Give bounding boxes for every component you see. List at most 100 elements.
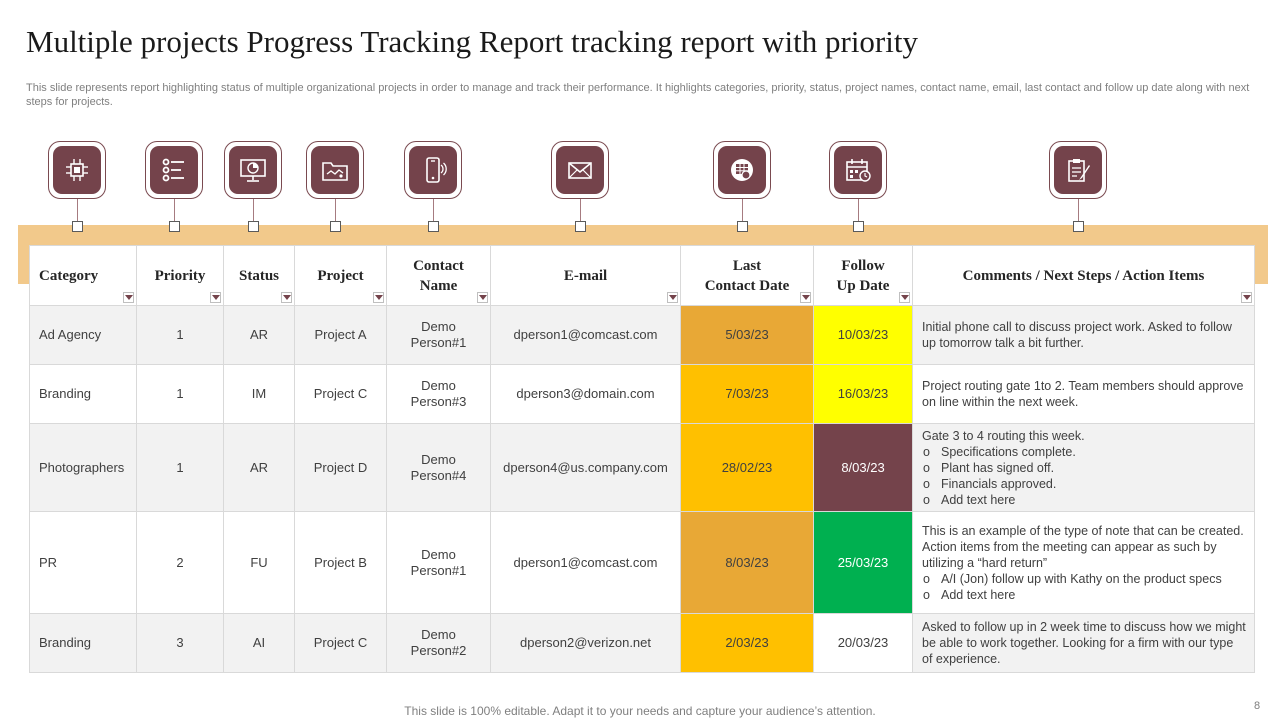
filter-dropdown-icon[interactable]: [123, 292, 134, 303]
connector-marker: [169, 221, 180, 232]
header-email-label: E-mail: [563, 267, 608, 284]
footer-note: This slide is 100% editable. Adapt it to…: [404, 704, 876, 718]
chip-icon: [48, 141, 106, 199]
filter-dropdown-icon[interactable]: [667, 292, 678, 303]
cell-status: IM: [223, 364, 295, 424]
header-contact-line2: Name: [419, 277, 458, 294]
header-follow-line1: Follow: [841, 257, 885, 274]
cell-follow-up-date: 20/03/23: [813, 613, 913, 673]
cell-priority: 1: [136, 423, 224, 512]
filter-dropdown-icon[interactable]: [373, 292, 384, 303]
cell-project: Project B: [294, 511, 387, 614]
sort-filter-icon[interactable]: [210, 292, 221, 303]
connector-marker: [248, 221, 259, 232]
contact-name-line1: Demo: [421, 546, 456, 562]
cell-comment: Gate 3 to 4 routing this week. Specifica…: [912, 423, 1255, 512]
connector-line: [580, 199, 581, 221]
cell-last-contact-date: 7/03/23: [680, 364, 814, 424]
connector-marker: [737, 221, 748, 232]
header-comments-label: Comments / Next Steps / Action Items: [962, 267, 1205, 284]
cell-email: dperson4@us.company.com: [490, 423, 681, 512]
connector-marker: [1073, 221, 1084, 232]
contact-name-line2: Person#3: [410, 394, 467, 409]
comment-bullet: Specifications complete.: [922, 444, 1246, 460]
comment-bullet: Add text here: [922, 492, 1246, 508]
cell-status: FU: [223, 511, 295, 614]
cell-category: Branding: [29, 613, 137, 673]
header-last-line2: Contact Date: [704, 277, 790, 294]
header-email: E-mail: [490, 245, 681, 306]
project-tracking-table: Category Priority Status Project Contact…: [29, 245, 1255, 673]
cell-follow-up-date: 10/03/23: [813, 305, 913, 365]
cell-email: dperson3@domain.com: [490, 364, 681, 424]
cell-email: dperson1@comcast.com: [490, 305, 681, 365]
connector-marker: [853, 221, 864, 232]
contact-name-line2: Person#2: [410, 643, 467, 658]
cell-last-contact-date: 5/03/23: [680, 305, 814, 365]
cell-contact-name: Demo Person#1: [386, 511, 491, 614]
header-category-label: Category: [39, 267, 99, 284]
phone-icon: [404, 141, 462, 199]
cell-project: Project D: [294, 423, 387, 512]
cell-priority: 1: [136, 364, 224, 424]
comment-text: Gate 3 to 4 routing this week.: [922, 428, 1085, 443]
page-subtitle: This slide represents report highlightin…: [26, 82, 1250, 108]
header-project: Project: [294, 245, 387, 306]
table-header-row: Category Priority Status Project Contact…: [29, 245, 1255, 306]
filter-dropdown-icon[interactable]: [899, 292, 910, 303]
cell-contact-name: Demo Person#3: [386, 364, 491, 424]
header-status-label: Status: [238, 267, 279, 284]
calendar-icon: [829, 141, 887, 199]
clipboard-pen-icon: [1049, 141, 1107, 199]
header-contact-line1: Contact: [413, 257, 464, 274]
filter-dropdown-icon[interactable]: [800, 292, 811, 303]
cell-last-contact-date: 28/02/23: [680, 423, 814, 512]
contact-name-line1: Demo: [421, 319, 456, 334]
header-category: Category: [29, 245, 137, 306]
cell-contact-name: Demo Person#2: [386, 613, 491, 673]
header-follow-line2: Up Date: [836, 277, 890, 294]
cell-follow-up-date: 25/03/23: [813, 511, 913, 614]
connector-line: [858, 199, 859, 221]
contact-name-line2: Person#4: [410, 467, 467, 483]
cell-priority: 1: [136, 305, 224, 365]
header-last-contact-date: Last Contact Date: [680, 245, 814, 306]
cell-contact-name: Demo Person#1: [386, 305, 491, 365]
comment-bullet: Add text here: [922, 587, 1246, 603]
header-project-label: Project: [317, 267, 364, 284]
header-status: Status: [223, 245, 295, 306]
cell-comment: This is an example of the type of note t…: [912, 511, 1255, 614]
connector-marker: [428, 221, 439, 232]
cell-category: Branding: [29, 364, 137, 424]
calendar-clock-icon: [713, 141, 771, 199]
connector-line: [433, 199, 434, 221]
header-priority: Priority: [136, 245, 224, 306]
comment-bullet: A/I (Jon) follow up with Kathy on the pr…: [922, 571, 1246, 587]
connector-line: [742, 199, 743, 221]
contact-name-line2: Person#1: [410, 335, 467, 350]
comment-bullet: Financials approved.: [922, 476, 1246, 492]
cell-category: Ad Agency: [29, 305, 137, 365]
contact-name-line1: Demo: [421, 627, 456, 642]
contact-name-line1: Demo: [421, 378, 456, 393]
cell-priority: 3: [136, 613, 224, 673]
comment-bullet: Plant has signed off.: [922, 460, 1246, 476]
cell-project: Project C: [294, 364, 387, 424]
connector-line: [174, 199, 175, 221]
filter-dropdown-icon[interactable]: [477, 292, 488, 303]
cell-contact-name: Demo Person#4: [386, 423, 491, 512]
filter-dropdown-icon[interactable]: [1241, 292, 1252, 303]
table-row: Photographers 1 AR Project D Demo Person#…: [29, 423, 1255, 512]
filter-dropdown-icon[interactable]: [281, 292, 292, 303]
page-number: 8: [1254, 700, 1261, 712]
header-comments: Comments / Next Steps / Action Items: [912, 245, 1255, 306]
comment-bullet-list: Specifications complete. Plant has signe…: [922, 444, 1246, 508]
page-title: Multiple projects Progress Tracking Repo…: [26, 24, 918, 59]
cell-priority: 2: [136, 511, 224, 614]
cell-email: dperson1@comcast.com: [490, 511, 681, 614]
connector-line: [1078, 199, 1079, 221]
monitor-chart-icon: [224, 141, 282, 199]
folder-icon: [306, 141, 364, 199]
connector-line: [335, 199, 336, 221]
comment-bullet-list: A/I (Jon) follow up with Kathy on the pr…: [922, 571, 1246, 603]
